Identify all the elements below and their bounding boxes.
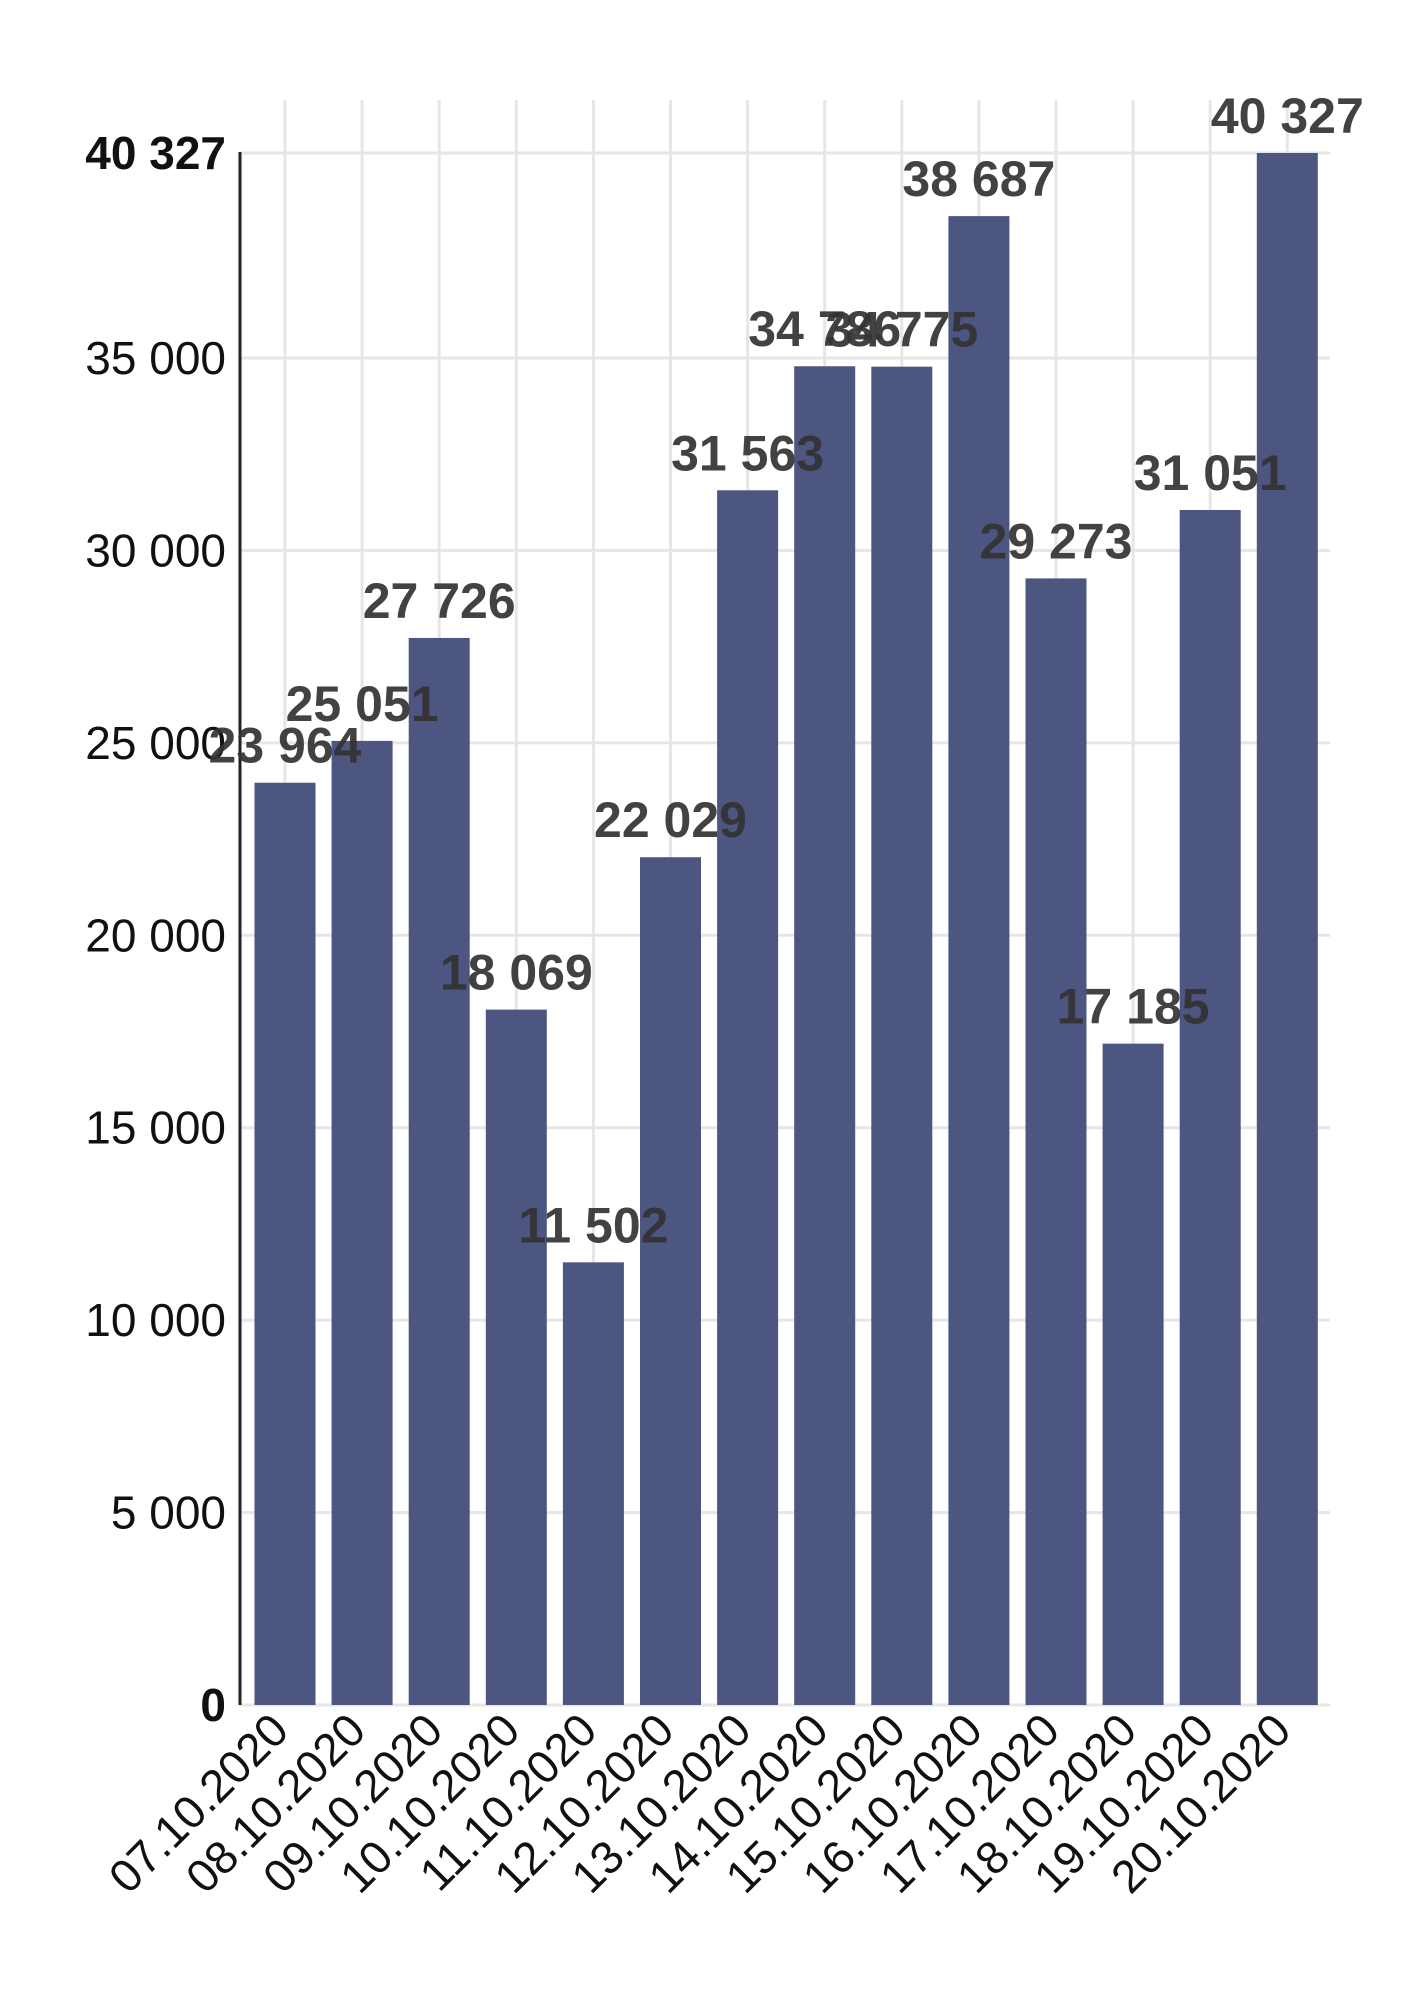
bar xyxy=(254,782,316,1705)
data-label: 31 563 xyxy=(671,425,824,481)
data-label: 17 185 xyxy=(1057,979,1210,1035)
bar xyxy=(871,366,933,1705)
x-axis-ticks: 07.10.202008.10.202009.10.202010.10.2020… xyxy=(99,1703,1301,1903)
y-tick-label: 30 000 xyxy=(85,524,226,576)
bar xyxy=(1256,153,1318,1705)
bar xyxy=(717,490,779,1705)
data-label: 34 775 xyxy=(825,302,978,358)
y-axis-ticks: 0 5 000 10 000 15 000 20 000 25 000 30 000 35 0… xyxy=(85,127,226,1731)
bars xyxy=(254,153,1318,1706)
bar xyxy=(1025,578,1087,1705)
data-label: 22 029 xyxy=(594,792,747,848)
bar xyxy=(948,216,1010,1706)
bar xyxy=(1179,509,1241,1705)
y-tick-label: 40 327 xyxy=(85,127,226,179)
bar xyxy=(408,637,470,1705)
data-label: 18 069 xyxy=(440,945,593,1001)
y-tick-label: 25 000 xyxy=(85,717,226,769)
data-label: 34 786 xyxy=(748,301,901,357)
bar xyxy=(1102,1043,1164,1705)
data-label: 40 327 xyxy=(1211,88,1364,144)
y-tick-label: 15 000 xyxy=(85,1102,226,1154)
bar xyxy=(794,366,856,1705)
y-tick-label: 0 xyxy=(200,1679,226,1731)
data-label: 27 726 xyxy=(363,573,516,629)
data-label: 11 502 xyxy=(518,1197,668,1253)
y-tick-label: 20 000 xyxy=(85,909,226,961)
data-label: 23 964 xyxy=(209,718,362,774)
bar xyxy=(331,740,393,1705)
bar xyxy=(485,1009,547,1705)
bar xyxy=(640,857,701,1705)
y-tick-label: 35 000 xyxy=(85,332,226,384)
data-label: 31 051 xyxy=(1134,445,1287,501)
data-label: 38 687 xyxy=(902,151,1055,207)
data-label: 25 051 xyxy=(286,676,439,732)
bar xyxy=(562,1262,624,1705)
y-tick-label: 5 000 xyxy=(111,1487,226,1539)
data-label: 29 273 xyxy=(980,513,1133,569)
y-tick-label: 10 000 xyxy=(85,1294,226,1346)
